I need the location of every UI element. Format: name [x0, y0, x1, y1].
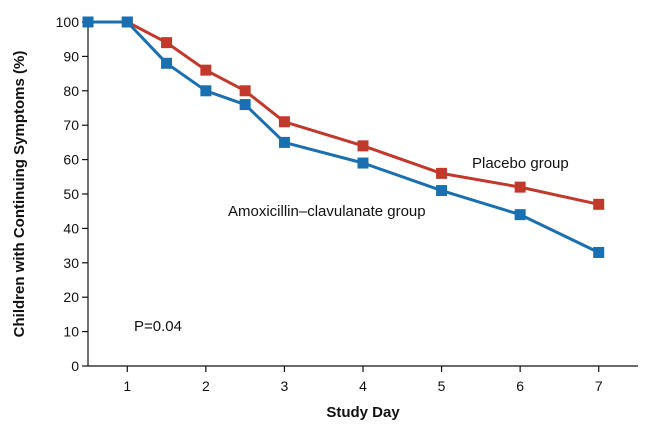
y-tick-label: 20 [63, 289, 79, 305]
amoxicillin-data-point [239, 99, 251, 111]
series-layer [82, 16, 605, 258]
x-tick-label: 4 [359, 378, 367, 394]
amoxicillin-series-line [88, 20, 600, 254]
y-tick-label: 10 [63, 324, 79, 340]
y-tick-label: 100 [56, 14, 80, 30]
placebo-data-point [593, 198, 605, 210]
amoxicillin-data-point [436, 185, 448, 197]
x-tick-label: 7 [595, 378, 603, 394]
placebo-data-point [200, 64, 212, 76]
amoxicillin-data-point [357, 157, 369, 169]
x-tick-label: 1 [123, 378, 131, 394]
y-ticks: 0 10 20 30 40 50 60 70 80 90 100 [56, 14, 88, 374]
x-axis-title: Study Day [326, 404, 400, 421]
amoxicillin-data-point [514, 209, 526, 221]
y-tick-label: 90 [63, 48, 79, 64]
y-tick-label: 70 [63, 117, 79, 133]
amoxicillin-data-point [593, 246, 605, 258]
placebo-data-point [161, 37, 173, 49]
x-tick-label: 6 [516, 378, 524, 394]
y-tick-label: 0 [71, 358, 79, 374]
x-tick-label: 3 [281, 378, 289, 394]
placebo-data-point [436, 167, 448, 179]
amoxicillin-data-point [82, 16, 94, 28]
p-value-annotation: P=0.04 [134, 318, 182, 335]
amoxicillin-series-label: Amoxicillin–clavulanate group [228, 203, 426, 220]
amoxicillin-data-point [278, 136, 290, 148]
placebo-data-point [278, 116, 290, 128]
placebo-data-point [239, 85, 251, 97]
placebo-data-point [514, 181, 526, 193]
placebo-data-point [357, 140, 369, 152]
placebo-series-label: Placebo group [472, 155, 569, 172]
y-tick-label: 50 [63, 186, 79, 202]
x-tick-label: 2 [202, 378, 210, 394]
amoxicillin-data-point [161, 57, 173, 69]
y-tick-label: 60 [63, 152, 79, 168]
amoxicillin-data-point [200, 85, 212, 97]
y-tick-label: 30 [63, 255, 79, 271]
y-tick-label: 80 [63, 83, 79, 99]
x-tick-label: 5 [438, 378, 446, 394]
y-axis-title: Children with Continuing Symptoms (%) [11, 51, 28, 338]
x-ticks: 1 2 3 4 5 6 7 [123, 366, 603, 394]
y-tick-label: 40 [63, 220, 79, 236]
amoxicillin-data-point [121, 16, 133, 28]
placebo-series-line [88, 20, 600, 206]
